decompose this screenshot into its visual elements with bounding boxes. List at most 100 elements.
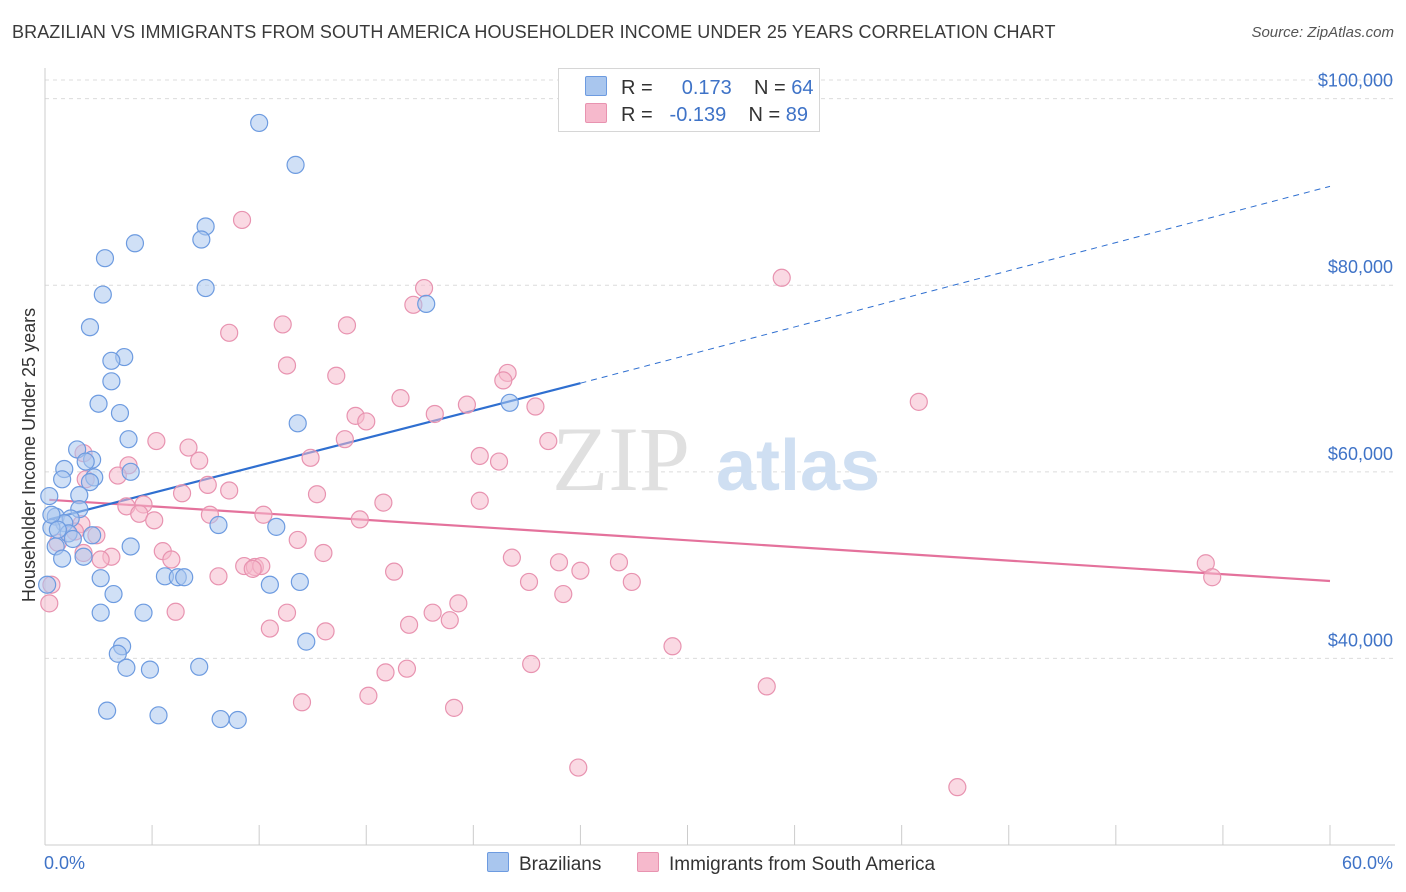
- data-point-immigrants: [526, 397, 545, 416]
- legend-r-label: R =: [621, 104, 653, 126]
- legend-r-label: R =: [621, 77, 653, 99]
- data-point-immigrants: [277, 603, 297, 622]
- data-point-immigrants: [549, 553, 569, 572]
- data-point-immigrants: [663, 637, 682, 656]
- data-point-immigrants: [220, 323, 239, 342]
- data-point-immigrants: [307, 485, 327, 504]
- data-point-brazilians: [95, 249, 115, 268]
- data-point-brazilians: [209, 515, 228, 535]
- bottom-legend-immigrants: Immigrants from South America: [637, 852, 935, 876]
- data-point-immigrants: [384, 562, 404, 581]
- data-point-immigrants: [494, 371, 513, 390]
- data-point-immigrants: [292, 693, 312, 712]
- legend-row-brazilians: R = 0.173 N = 64: [585, 76, 814, 100]
- data-point-brazilians: [140, 660, 160, 679]
- data-point-immigrants: [314, 543, 333, 563]
- data-point-immigrants: [425, 404, 444, 424]
- x-tick-label: 0.0%: [44, 853, 85, 873]
- data-point-brazilians: [175, 568, 194, 587]
- data-point-brazilians: [417, 294, 436, 314]
- data-point-brazilians: [80, 472, 100, 492]
- trend-line-brazilians-extension: [580, 185, 1331, 384]
- data-point-brazilians: [91, 569, 110, 588]
- data-point-brazilians: [190, 657, 209, 676]
- bottom-legend-brazilians: Brazilians: [487, 852, 601, 876]
- data-point-immigrants: [316, 622, 335, 641]
- data-point-brazilians: [53, 549, 72, 568]
- axes: [44, 68, 1395, 846]
- data-point-immigrants: [337, 316, 357, 335]
- data-point-immigrants: [397, 659, 417, 678]
- data-point-immigrants: [254, 505, 273, 524]
- data-point-immigrants: [301, 448, 320, 467]
- data-point-immigrants: [909, 392, 928, 411]
- data-point-immigrants: [539, 431, 558, 451]
- data-point-immigrants: [609, 553, 629, 572]
- y-tick-label: $40,000: [1328, 630, 1393, 650]
- data-point-immigrants: [457, 395, 477, 414]
- data-point-brazilians: [125, 234, 145, 253]
- data-point-brazilians: [121, 537, 140, 556]
- data-point-immigrants: [273, 315, 292, 334]
- data-point-immigrants: [162, 550, 181, 569]
- data-point-immigrants: [40, 594, 59, 613]
- data-point-immigrants: [489, 452, 509, 471]
- data-point-immigrants: [554, 584, 573, 604]
- data-point-brazilians: [500, 393, 519, 412]
- data-points: [38, 113, 1222, 797]
- data-point-brazilians: [286, 155, 305, 174]
- data-point-brazilians: [121, 462, 140, 481]
- data-point-immigrants: [391, 389, 410, 408]
- watermark-atlas: atlas: [716, 426, 880, 506]
- data-point-immigrants: [232, 210, 252, 230]
- data-point-immigrants: [260, 619, 279, 638]
- data-point-immigrants: [444, 698, 464, 717]
- x-tick-label: 60.0%: [1342, 853, 1393, 873]
- data-point-immigrants: [277, 356, 297, 375]
- legend: R = 0.173 N = 64 R = -0.139 N = 89: [558, 68, 820, 132]
- data-point-immigrants: [948, 778, 967, 797]
- data-point-brazilians: [74, 547, 93, 566]
- legend-n-value: 64: [791, 77, 814, 99]
- data-point-brazilians: [117, 658, 136, 677]
- chart-title: BRAZILIAN VS IMMIGRANTS FROM SOUTH AMERI…: [12, 22, 1056, 42]
- bottom-legend-label: Immigrants from South America: [669, 854, 936, 875]
- data-point-immigrants: [327, 366, 346, 385]
- data-point-immigrants: [190, 451, 209, 470]
- legend-r-value: 0.173: [681, 77, 732, 99]
- legend-r-value: -0.139: [669, 104, 727, 126]
- data-point-brazilians: [102, 351, 121, 370]
- data-point-brazilians: [102, 372, 121, 391]
- data-point-immigrants: [209, 567, 228, 586]
- data-point-immigrants: [399, 615, 419, 634]
- x-tick-labels: 0.0% 60.0%: [44, 853, 1393, 873]
- data-point-immigrants: [374, 493, 393, 512]
- data-point-immigrants: [376, 663, 395, 682]
- data-point-brazilians: [98, 701, 117, 720]
- data-point-immigrants: [414, 278, 434, 298]
- data-point-brazilians: [110, 403, 130, 423]
- data-point-immigrants: [622, 572, 641, 592]
- data-point-immigrants: [470, 491, 489, 510]
- chart-source: Source: ZipAtlas.com: [1251, 24, 1394, 41]
- data-point-brazilians: [76, 452, 95, 471]
- data-point-brazilians: [80, 318, 100, 337]
- data-point-brazilians: [93, 285, 112, 304]
- legend-n-value: 89: [785, 104, 808, 126]
- y-tick-label: $60,000: [1328, 444, 1393, 464]
- y-tick-labels: $40,000 $60,000 $80,000 $100,000: [1318, 71, 1393, 651]
- data-point-immigrants: [757, 677, 776, 696]
- data-point-brazilians: [288, 414, 307, 433]
- data-point-immigrants: [519, 572, 539, 592]
- data-point-brazilians: [83, 526, 102, 545]
- trend-lines: [49, 185, 1331, 583]
- data-point-brazilians: [48, 520, 67, 539]
- data-point-brazilians: [228, 710, 247, 730]
- data-point-immigrants: [772, 268, 791, 287]
- data-point-immigrants: [335, 430, 354, 449]
- data-point-immigrants: [423, 603, 442, 622]
- data-point-immigrants: [166, 602, 185, 621]
- data-point-immigrants: [449, 594, 468, 613]
- data-point-brazilians: [89, 394, 108, 413]
